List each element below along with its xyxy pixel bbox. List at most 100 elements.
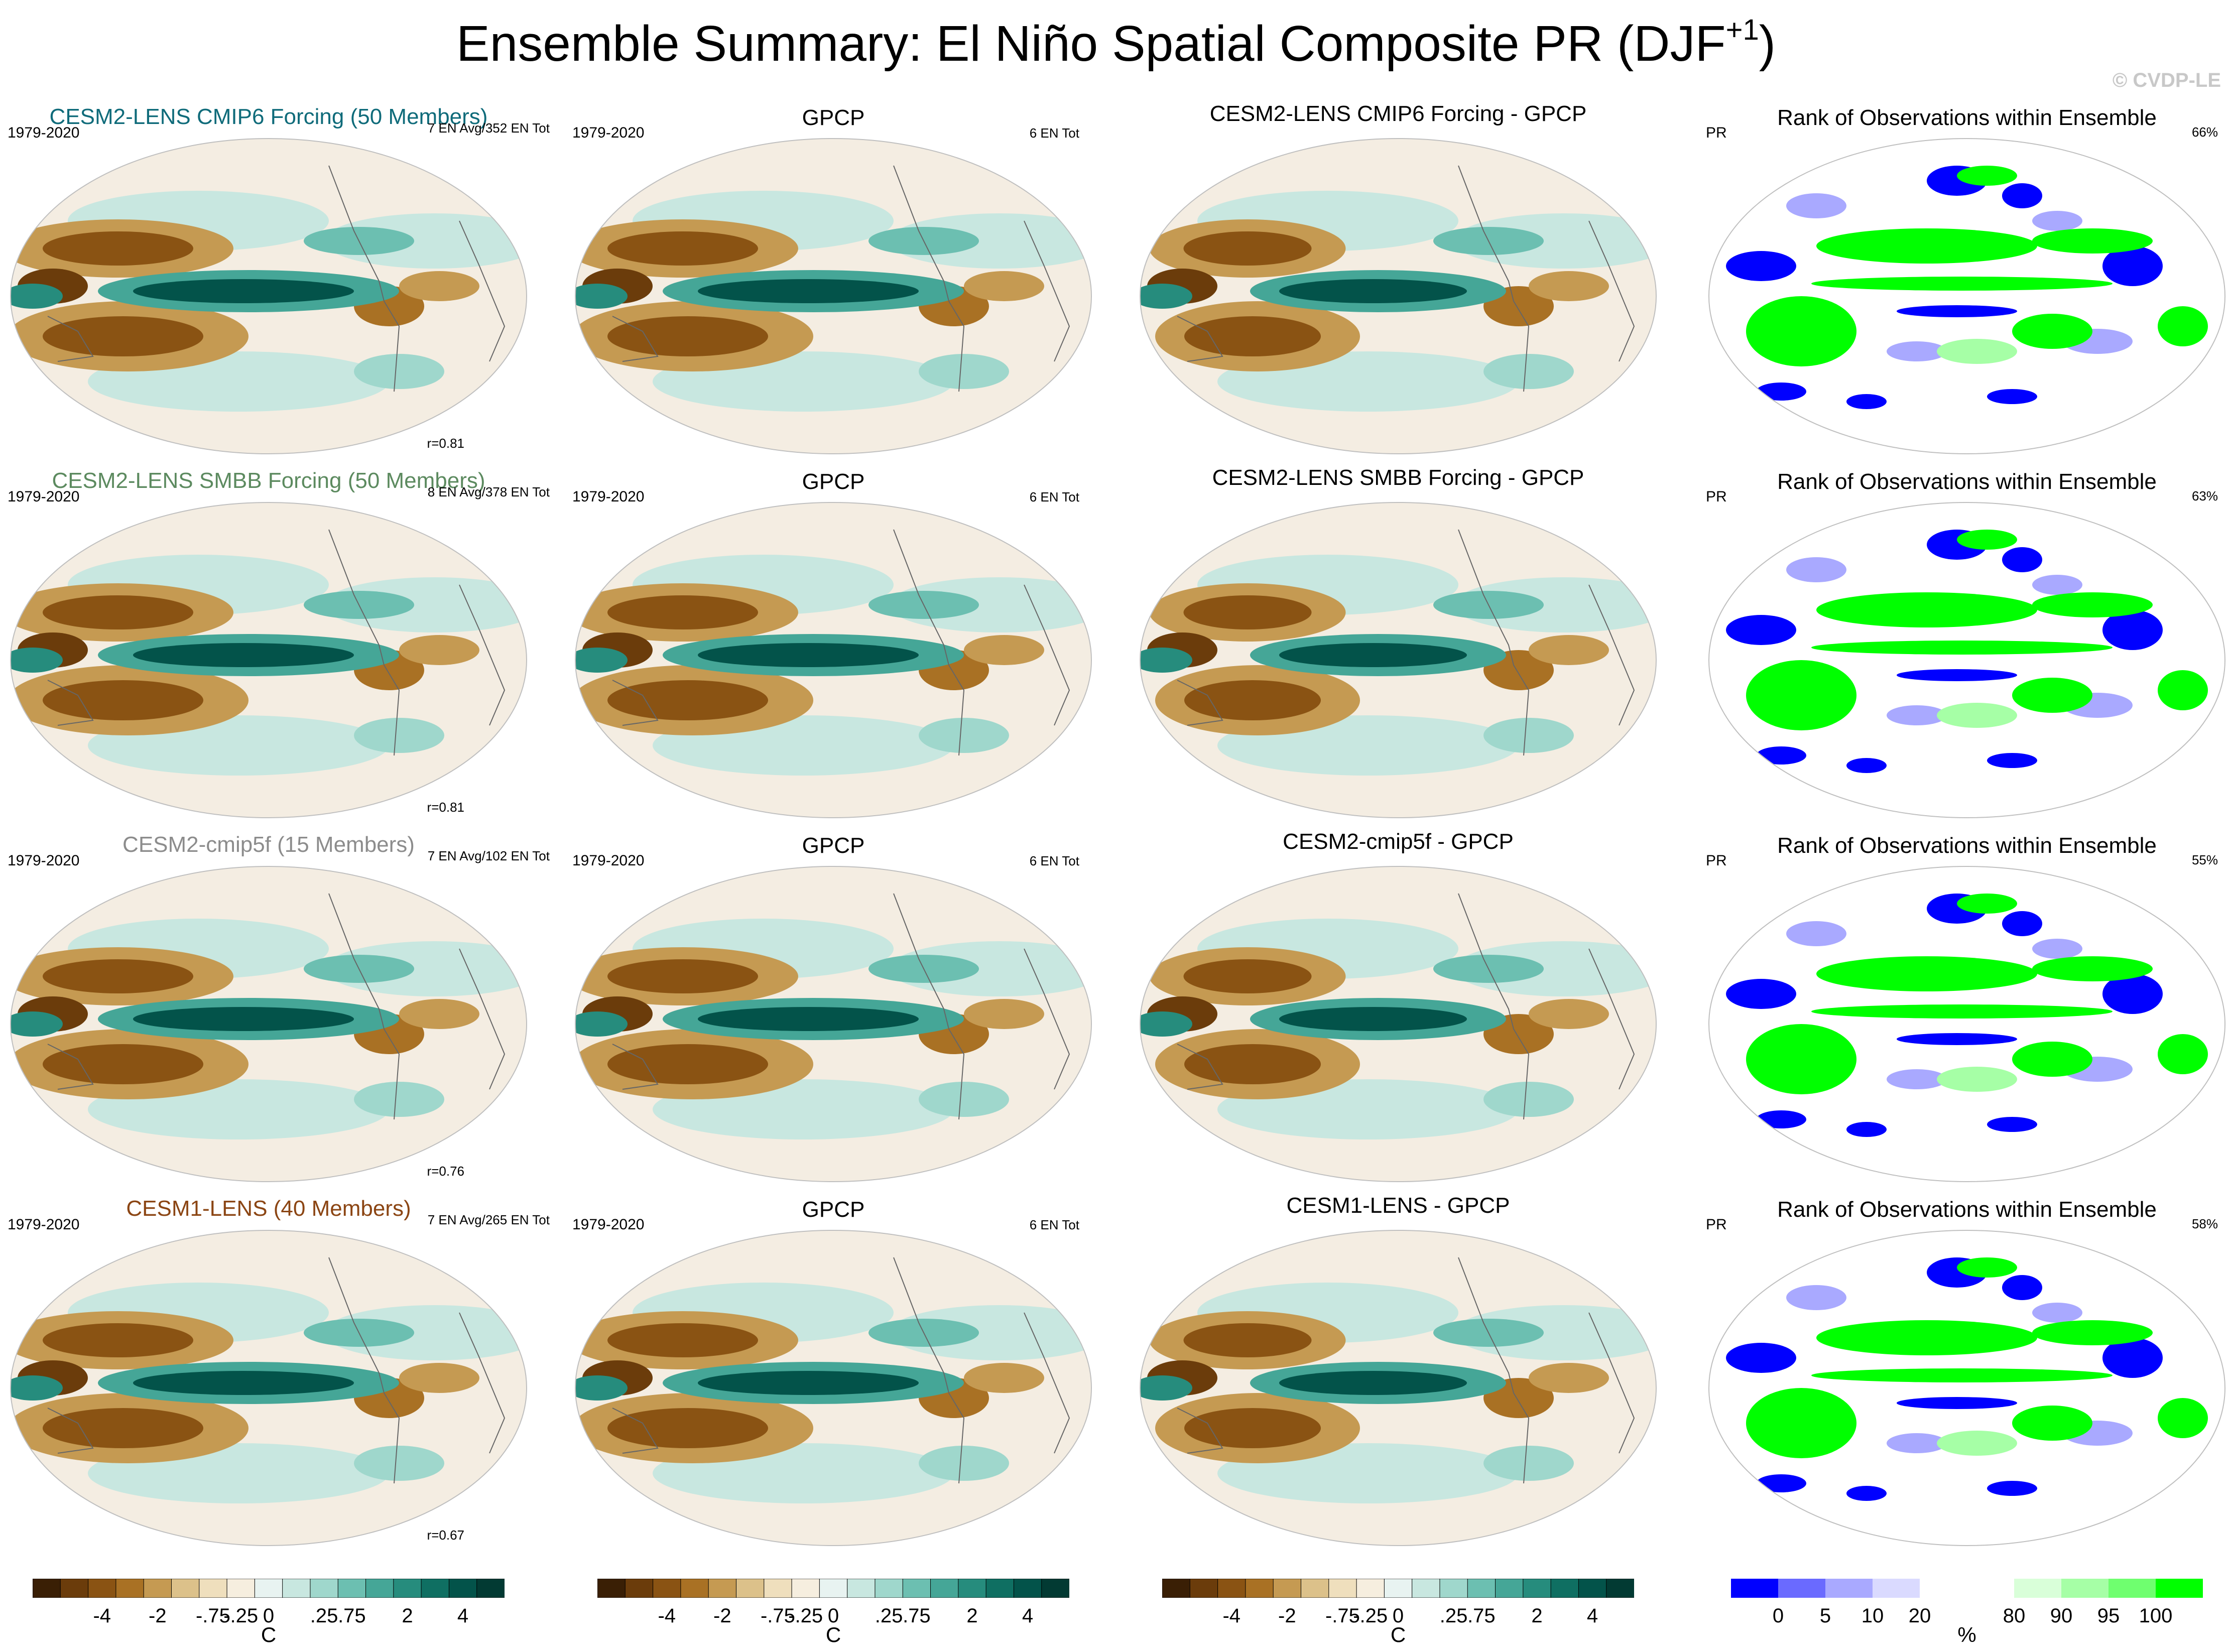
- colorbar-swatch: [1041, 1579, 1069, 1598]
- nw-pacific-dry-core: [43, 1323, 193, 1357]
- nw-pacific-dry-core: [607, 959, 758, 993]
- model-events-label: 7 EN Avg/265 EN Tot: [427, 1212, 550, 1227]
- nw-pacific-dry-core: [1183, 595, 1312, 629]
- map-border: [575, 502, 1092, 818]
- south-america-wet: [1483, 718, 1574, 753]
- colorbar-swatch: [958, 1579, 987, 1598]
- africa-coastline: [1024, 584, 1070, 726]
- map-border: [10, 1230, 527, 1546]
- equatorial-wet-core: [133, 279, 354, 303]
- south-america-wet: [1483, 1446, 1574, 1481]
- north-atlantic-wet-band: [324, 577, 527, 632]
- americas-coastline: [893, 165, 965, 392]
- colorbar-tick-label: -4: [1222, 1605, 1241, 1627]
- rank-variable-label: PR: [1706, 124, 1727, 141]
- africa-coastline: [459, 948, 506, 1090]
- atlantic-dry: [1529, 635, 1609, 665]
- mid-low-rank-region: [1887, 1069, 1947, 1089]
- colorbar-swatch: [1920, 1579, 1967, 1598]
- model-panel-title: CESM2-LENS CMIP6 Forcing (50 Members): [49, 104, 488, 129]
- colorbar-swatch: [1245, 1579, 1274, 1598]
- north-atlantic-wet-band: [324, 213, 527, 269]
- colorbar-tick-label: 90: [2050, 1605, 2073, 1627]
- map-border: [1708, 138, 2225, 454]
- africa-coastline: [459, 220, 506, 362]
- americas-coastline: [328, 1257, 400, 1484]
- obs-panel-title: GPCP: [802, 105, 865, 130]
- colorbar-swatch: [1300, 1579, 1329, 1598]
- colorbar-swatch: [365, 1579, 394, 1598]
- colorbar-swatch: [1731, 1579, 1779, 1598]
- map-border: [10, 866, 527, 1182]
- colorbar-swatch: [930, 1579, 959, 1598]
- equatorial-wet-core: [698, 643, 919, 667]
- colorbar-swatch: [1217, 1579, 1246, 1598]
- mid-low-rank-region: [2032, 939, 2082, 959]
- colorbar-swatch: [282, 1579, 311, 1598]
- colorbar-swatch: [625, 1579, 654, 1598]
- low-rank-region: [1897, 1397, 2017, 1409]
- rank-variable-label: PR: [1706, 488, 1727, 505]
- atlantic-dry: [1529, 999, 1609, 1029]
- high-rank-region: [1811, 641, 2113, 655]
- low-rank-region: [2102, 1338, 2163, 1378]
- mid-low-rank-region: [1786, 557, 1846, 582]
- australia-coastline: [1177, 1408, 1223, 1454]
- diff-map: [1140, 502, 1657, 818]
- colorbar-swatch: [1873, 1579, 1920, 1598]
- sw-pacific-dry-core: [1184, 680, 1321, 720]
- colorbar-tick-label: -2: [1278, 1605, 1296, 1627]
- colorbar-swatch: [1467, 1579, 1496, 1598]
- low-rank-region: [1726, 615, 1796, 645]
- high-rank-region: [2032, 228, 2153, 253]
- colorbar-tick-label: -.25: [1353, 1605, 1388, 1627]
- high-rank-region: [1816, 1320, 2037, 1355]
- diff-panel-title: CESM2-LENS SMBB Forcing - GPCP: [1212, 465, 1584, 490]
- rank-map: [1708, 866, 2225, 1182]
- equatorial-wet-core: [698, 1371, 919, 1395]
- sw-pacific-dry-core: [43, 316, 203, 356]
- colorbar-unit-label: %: [1957, 1623, 1976, 1646]
- australia-coastline: [1177, 680, 1223, 726]
- low-rank-region: [1846, 1486, 1887, 1501]
- north-atlantic-wet-band: [1453, 577, 1656, 632]
- north-atlantic-wet-band: [1453, 1305, 1656, 1360]
- australia-coastline: [612, 316, 659, 362]
- high-rank-region: [1816, 956, 2037, 991]
- sw-pacific-dry-core: [1184, 1044, 1321, 1084]
- high-rank-region: [1957, 166, 2017, 186]
- low-rank-region: [2102, 246, 2163, 286]
- map-border: [10, 502, 527, 818]
- low-rank-region: [1846, 758, 1887, 773]
- model-events-label: 7 EN Avg/102 EN Tot: [427, 848, 550, 863]
- colorbar-swatch: [1606, 1579, 1634, 1598]
- indian-ocean-wet: [11, 1011, 63, 1037]
- low-rank-region: [1756, 383, 1806, 401]
- mid-low-rank-region: [1887, 341, 1947, 361]
- high-rank-region: [1957, 894, 2017, 914]
- high-rank-region: [1957, 530, 2017, 550]
- model-map: [10, 866, 527, 1182]
- equatorial-wet-core: [698, 279, 919, 303]
- low-rank-region: [2002, 183, 2042, 208]
- pattern-correlation-label: r=0.76: [427, 1164, 464, 1179]
- equatorial-wet-core: [1279, 1007, 1467, 1031]
- colorbar-tick-label: .25: [875, 1605, 903, 1627]
- colorbar-swatch: [226, 1579, 256, 1598]
- obs-period-label: 1979-2020: [572, 124, 645, 141]
- colorbar-tick-label: 2: [1531, 1605, 1543, 1627]
- atlantic-dry: [964, 635, 1044, 665]
- high-rank-region: [2032, 1320, 2153, 1345]
- south-america-wet: [354, 1446, 444, 1481]
- colorbar-tick-label: 95: [2097, 1605, 2120, 1627]
- americas-coastline: [1458, 893, 1530, 1120]
- indian-ocean-wet: [575, 1375, 628, 1401]
- model-events-label: 8 EN Avg/378 EN Tot: [427, 484, 550, 499]
- pattern-correlation-label: r=0.67: [427, 1528, 464, 1543]
- high-rank-region: [2158, 1398, 2208, 1438]
- diff-panel-title: CESM2-LENS CMIP6 Forcing - GPCP: [1209, 101, 1587, 126]
- equatorial-wet-core: [1279, 279, 1467, 303]
- obs-panel-title: GPCP: [802, 1197, 865, 1222]
- colorbar-tick-label: 0: [1772, 1605, 1784, 1627]
- high-rank-region: [2012, 1406, 2092, 1441]
